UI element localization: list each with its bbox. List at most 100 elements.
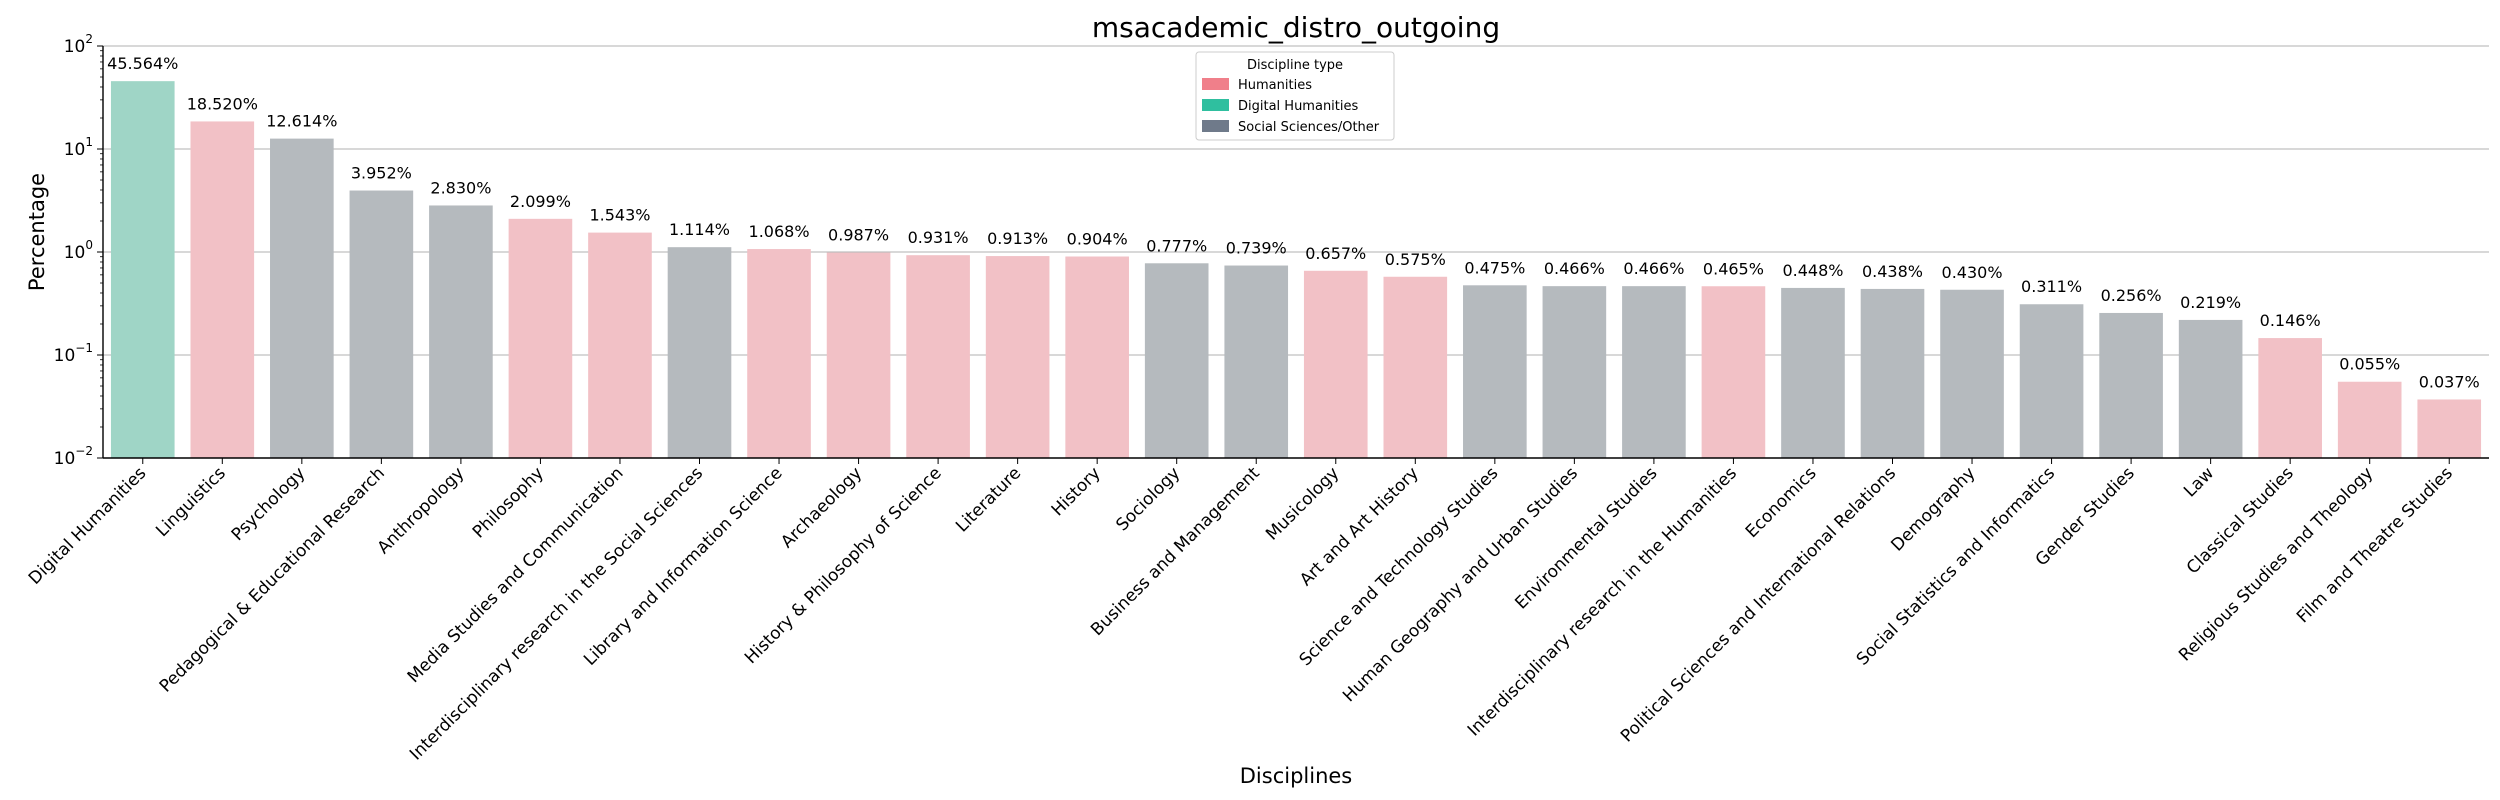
bars: [110, 81, 2482, 458]
bar: [1860, 288, 1925, 458]
bar: [2019, 304, 2084, 458]
bar: [1224, 265, 1289, 458]
legend-title: Discipline type: [1247, 58, 1343, 73]
y-tick-label: 102: [64, 32, 93, 57]
bar: [1065, 256, 1129, 458]
bar: [985, 256, 1050, 458]
data-label: 0.256%: [2101, 286, 2162, 305]
bar: [1463, 285, 1527, 458]
y-tick-label: 100: [64, 238, 93, 263]
legend: Discipline type Humanities Digital Humani…: [1195, 51, 1395, 141]
data-label: 0.931%: [908, 228, 969, 247]
data-label: 0.055%: [2339, 355, 2400, 374]
data-label: 1.114%: [669, 220, 730, 239]
bar: [1303, 270, 1368, 458]
bar: [2258, 338, 2322, 458]
data-label: 0.575%: [1385, 250, 1446, 269]
y-tick-label: 101: [64, 135, 93, 160]
data-label: 3.952%: [351, 164, 412, 183]
data-label: 0.146%: [2260, 311, 2321, 330]
data-label: 0.466%: [1544, 259, 1605, 278]
data-label: 1.543%: [589, 206, 650, 225]
data-label: 12.614%: [266, 112, 337, 131]
data-label: 0.657%: [1305, 244, 1366, 263]
x-axis-label: Disciplines: [1240, 764, 1353, 788]
data-label: 45.564%: [107, 54, 178, 73]
bar: [1542, 286, 1607, 458]
x-tick-label: Musicology: [1262, 463, 1343, 544]
data-label: 0.739%: [1226, 239, 1287, 258]
bar: [429, 205, 493, 458]
bar: [747, 249, 811, 458]
x-tick-label: Film and Theatre Studies: [2293, 463, 2457, 627]
bar: [190, 121, 255, 458]
data-label: 0.777%: [1146, 236, 1207, 255]
y-tick-label: 10−1: [54, 341, 93, 366]
data-label: 2.099%: [510, 192, 571, 211]
bar: [1622, 286, 1686, 458]
data-label: 0.037%: [2419, 372, 2480, 391]
data-label: 0.430%: [1942, 263, 2003, 282]
legend-label: Digital Humanities: [1238, 99, 1358, 114]
bar: [1383, 276, 1448, 458]
y-tick-label: 10−2: [54, 444, 93, 469]
legend-box: [1195, 51, 1395, 141]
bar: [270, 138, 334, 458]
y-axis-ticks: 102 101 100 10−1 10−2: [54, 32, 103, 469]
bar: [1781, 287, 1845, 458]
data-label: 0.475%: [1464, 258, 1525, 277]
bar: [2178, 319, 2243, 458]
x-tick-label: Economics: [1742, 463, 1821, 542]
data-labels: 45.564% 18.520% 12.614% 3.952% 2.830% 2.099% 1…: [107, 54, 2480, 391]
x-tick-label: Linguistics: [152, 463, 230, 541]
bar: [2099, 312, 2163, 458]
x-tick-label: Sociology: [1112, 463, 1184, 535]
legend-entries: Humanities Digital Humanities Social Scien…: [1202, 78, 1380, 135]
bar: [349, 190, 414, 458]
data-label: 0.448%: [1782, 261, 1843, 280]
bar: [588, 232, 652, 458]
x-tick-label: Interdisciplinary research in the Humani…: [1464, 463, 1741, 740]
data-label: 18.520%: [187, 94, 258, 113]
x-tick-label: Digital Humanities: [25, 463, 150, 588]
x-tick-label: Literature: [952, 463, 1025, 536]
x-tick-label: Political Sciences and International Rel…: [1617, 463, 1900, 746]
legend-label: Humanities: [1238, 78, 1312, 93]
x-tick-label: Archaeology: [777, 463, 866, 552]
bar: [508, 218, 573, 458]
legend-label: Social Sciences/Other: [1238, 120, 1380, 135]
bar: [1701, 286, 1766, 458]
bar: [826, 252, 891, 458]
data-label: 0.913%: [987, 229, 1048, 248]
x-tick-label: Interdisciplinary research in the Social…: [406, 463, 707, 764]
data-label: 0.219%: [2180, 293, 2241, 312]
legend-swatch: [1202, 99, 1229, 111]
x-tick-label: Business and Management: [1087, 463, 1264, 640]
x-tick-label: Psychology: [228, 463, 310, 545]
x-tick-label: Environmental Studies: [1511, 463, 1661, 613]
bar: [1940, 289, 2004, 458]
data-label: 0.466%: [1623, 259, 1684, 278]
x-tick-label: History: [1048, 463, 1105, 520]
data-label: 0.438%: [1862, 262, 1923, 281]
x-tick-label: Philosophy: [469, 463, 548, 542]
chart-title: msacademic_distro_outgoing: [1092, 11, 1500, 44]
data-label: 0.465%: [1703, 259, 1764, 278]
bar: [110, 81, 175, 458]
bar: [667, 247, 732, 458]
data-label: 0.311%: [2021, 277, 2082, 296]
legend-swatch: [1202, 120, 1229, 132]
data-label: 0.904%: [1067, 230, 1128, 249]
bar: [906, 255, 970, 458]
data-label: 0.987%: [828, 226, 889, 245]
legend-swatch: [1202, 78, 1229, 90]
bar: [2417, 399, 2482, 458]
bar: [2337, 381, 2402, 458]
data-label: 2.830%: [430, 178, 491, 197]
x-tick-label: Law: [2180, 463, 2218, 501]
bar: [1144, 263, 1209, 458]
data-label: 1.068%: [749, 222, 810, 241]
